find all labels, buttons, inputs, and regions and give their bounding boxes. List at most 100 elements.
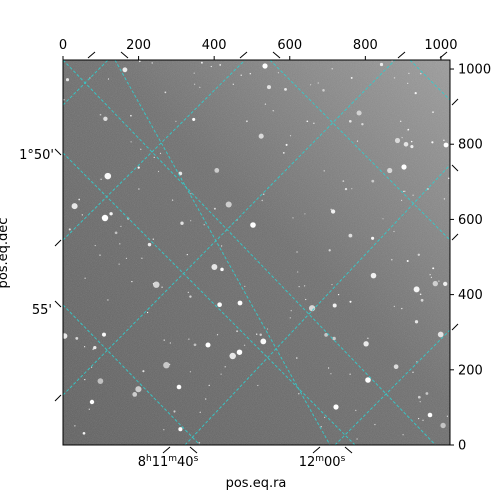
bright-star <box>333 404 339 410</box>
star <box>432 111 434 113</box>
world-tick <box>87 51 96 59</box>
star <box>224 366 226 368</box>
star <box>214 168 220 173</box>
world-tick <box>54 239 62 247</box>
grid-line <box>269 60 450 241</box>
star <box>74 425 76 427</box>
star <box>298 393 300 395</box>
star <box>236 349 243 355</box>
star <box>401 137 403 139</box>
star <box>401 307 403 310</box>
star <box>356 438 358 440</box>
star <box>438 280 440 282</box>
star <box>412 371 414 373</box>
ra-tick-label-2: 12m00s <box>299 454 346 470</box>
star <box>262 193 265 195</box>
star <box>187 291 189 293</box>
star <box>240 74 242 76</box>
world-tick <box>54 394 62 402</box>
star <box>188 338 190 340</box>
world-tick <box>120 51 129 59</box>
star <box>211 264 218 270</box>
star <box>285 143 288 146</box>
star <box>100 178 102 181</box>
star <box>171 199 174 201</box>
star <box>141 257 143 259</box>
star <box>169 363 171 365</box>
star <box>327 367 330 369</box>
star <box>246 120 248 123</box>
star <box>289 317 291 319</box>
star <box>200 61 203 64</box>
x-pixel-tick-label: 400 <box>202 38 227 53</box>
plot-frame <box>62 59 451 446</box>
top-tick-labels: 0 200 400 600 800 1000 <box>59 38 458 53</box>
star <box>82 431 86 435</box>
star <box>404 190 406 192</box>
star <box>432 267 435 270</box>
star <box>298 286 300 288</box>
star <box>387 167 393 174</box>
star <box>104 172 112 180</box>
star <box>135 386 142 393</box>
y-pixel-tick-label: 800 <box>458 138 483 153</box>
star <box>71 203 78 210</box>
star <box>356 110 362 116</box>
star <box>430 276 432 278</box>
star <box>361 122 364 126</box>
star <box>92 348 94 350</box>
star <box>99 254 101 256</box>
star <box>296 251 298 253</box>
star <box>322 89 325 92</box>
star <box>255 333 258 335</box>
world-tick <box>189 446 198 454</box>
star <box>137 166 140 169</box>
star <box>102 332 106 337</box>
grid-line <box>63 304 201 445</box>
star <box>142 370 145 373</box>
star <box>151 62 153 64</box>
star <box>90 366 93 368</box>
ra-tick-label-1: 8h11m40s <box>138 454 199 470</box>
star <box>122 67 128 73</box>
grid-line <box>63 60 396 396</box>
star <box>78 198 81 201</box>
star <box>264 103 267 105</box>
star <box>120 225 122 228</box>
x-pixel-tick-label: 0 <box>59 38 67 53</box>
star <box>390 258 393 261</box>
grid-line <box>409 60 450 101</box>
star <box>139 60 141 63</box>
star <box>266 328 269 330</box>
star <box>303 285 306 287</box>
star <box>406 259 409 263</box>
star <box>205 398 207 400</box>
world-tick <box>451 98 459 106</box>
star <box>297 271 299 273</box>
star <box>163 339 165 341</box>
star <box>379 62 384 67</box>
star <box>349 300 352 303</box>
star <box>257 384 259 387</box>
star <box>99 113 102 116</box>
star <box>229 352 236 360</box>
star <box>225 201 232 208</box>
star <box>304 213 306 215</box>
star <box>152 238 154 240</box>
star <box>367 337 369 339</box>
star <box>119 243 121 245</box>
star <box>198 441 201 444</box>
star <box>220 245 223 247</box>
star <box>332 336 336 341</box>
star <box>425 392 429 395</box>
star <box>344 187 348 191</box>
star <box>249 73 251 75</box>
star <box>244 285 246 287</box>
star <box>420 73 422 75</box>
world-tick <box>397 51 406 59</box>
star <box>349 373 351 375</box>
star <box>220 373 222 375</box>
star <box>348 233 353 238</box>
star <box>260 338 267 345</box>
star <box>118 263 120 265</box>
